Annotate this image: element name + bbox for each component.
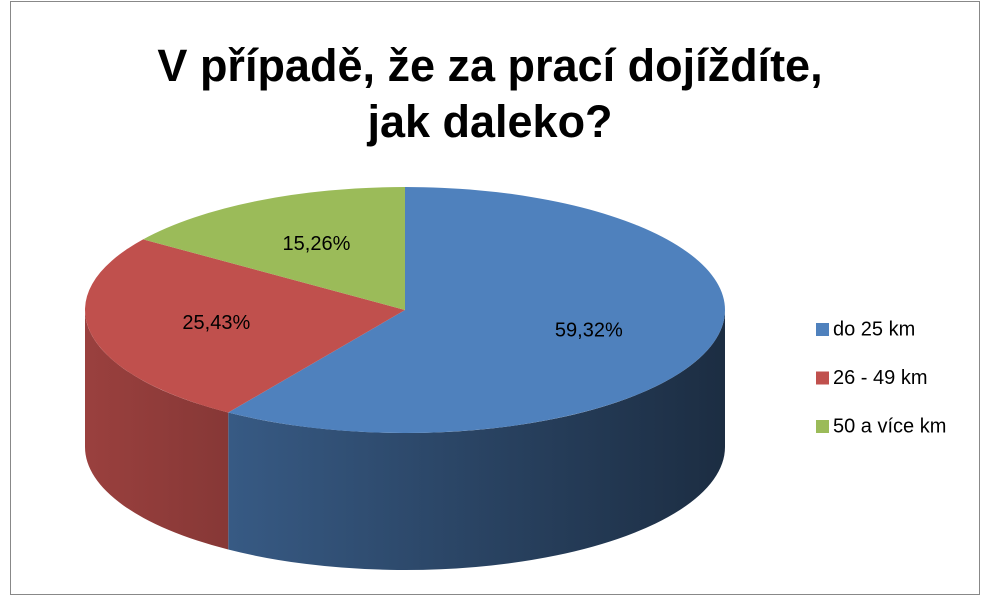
data-label: 25,43% bbox=[182, 312, 250, 334]
chart-title: V případě, že za prací dojíždíte, jak da… bbox=[157, 40, 823, 147]
slice bbox=[85, 239, 405, 413]
legend-label: do 25 km bbox=[833, 318, 915, 340]
legend-label: 26 - 49 km bbox=[833, 367, 927, 389]
slice bbox=[228, 187, 726, 434]
data-label: 15,26% bbox=[283, 233, 351, 255]
slice-side bbox=[85, 310, 229, 550]
legend-swatch bbox=[816, 420, 829, 433]
legend-label: 50 a více km bbox=[833, 415, 946, 437]
legend-swatch bbox=[816, 371, 829, 385]
slice bbox=[143, 187, 405, 310]
data-label: 59,32% bbox=[555, 320, 623, 342]
slice-side bbox=[228, 310, 725, 570]
legend-swatch bbox=[816, 323, 829, 336]
